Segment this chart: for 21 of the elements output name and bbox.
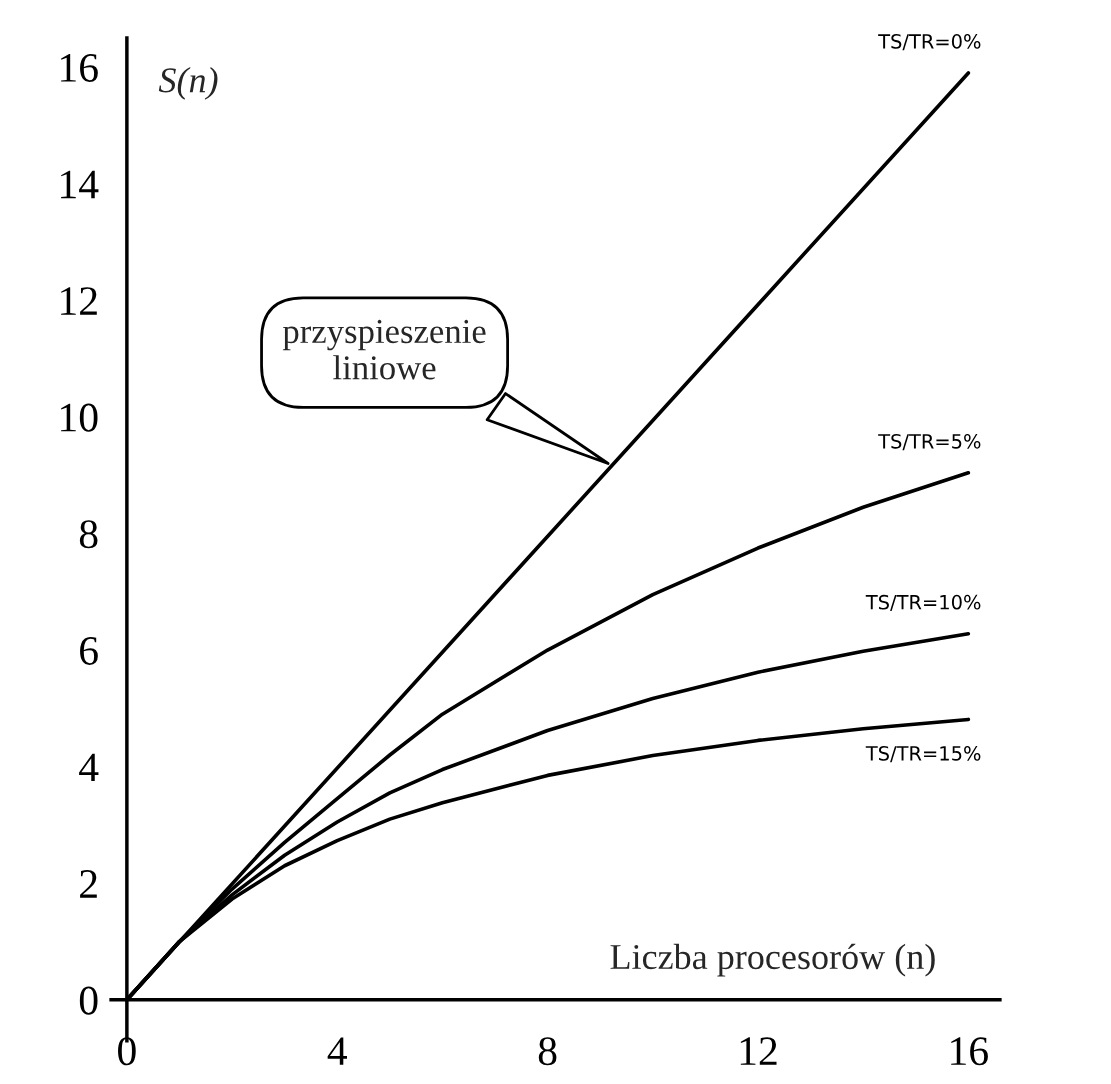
y-tick-label: 2: [80, 870, 97, 898]
x-tick-label: 4: [327, 1037, 348, 1065]
y-tick-label: 8: [79, 520, 98, 549]
y-axis-title: S(n): [158, 67, 218, 100]
x-tick-label: 8: [538, 1037, 557, 1066]
series-label: TS/TR=15%: [865, 746, 981, 763]
x-tick-label: 0: [118, 1037, 136, 1066]
y-tick-label: 4: [79, 753, 99, 782]
series-label: TS/TR=5%: [878, 433, 981, 451]
x-tick-label: 16: [951, 1037, 988, 1066]
series-label: TS/TR=10%: [865, 594, 981, 612]
y-tick-label: 16: [61, 53, 98, 82]
x-tick-label: 12: [740, 1037, 777, 1065]
x-axis-title: Liczba procesorów (n): [610, 943, 935, 977]
y-tick-label: 6: [80, 636, 98, 665]
series-label: TS/TR=0%: [878, 34, 981, 51]
y-tick-label: 12: [61, 287, 97, 315]
y-tick-label: 10: [61, 403, 98, 432]
annotation: przyspieszenie liniowe: [282, 319, 486, 380]
y-tick-label: 0: [79, 986, 98, 1015]
y-tick-label: 14: [61, 170, 99, 199]
